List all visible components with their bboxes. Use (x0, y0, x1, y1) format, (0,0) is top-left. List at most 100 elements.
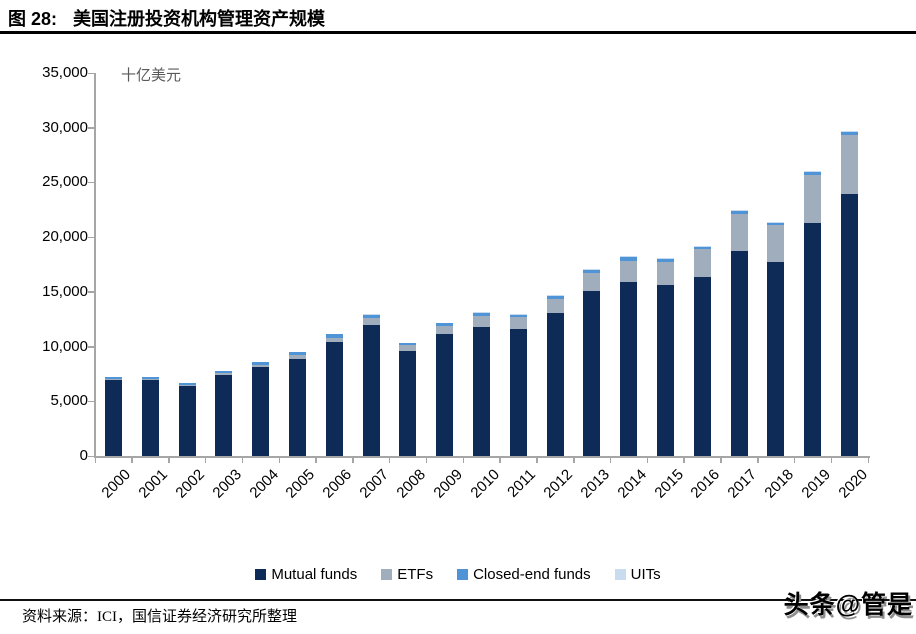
legend-label: Mutual funds (271, 566, 358, 583)
bar-segment-mutual-funds (252, 367, 270, 456)
y-axis-tick-label: 30,000 (42, 118, 88, 136)
bar-segment-uits (141, 376, 159, 378)
bar-segment-closed-end-funds (215, 371, 233, 374)
bar-segment-etfs (583, 272, 601, 292)
legend-label: ETFs (397, 566, 434, 583)
y-axis-tick-label: 25,000 (42, 173, 88, 191)
x-axis-tick (573, 458, 575, 463)
y-axis-tick (88, 291, 95, 293)
x-axis-tick (425, 458, 428, 463)
x-axis-tick (683, 458, 685, 463)
title-underline (0, 31, 916, 34)
chart-legend: Mutual funds ETFs Closed-end funds UITs (0, 566, 916, 583)
bar-segment-closed-end-funds (178, 383, 196, 386)
legend-swatch-icon (614, 569, 626, 580)
bar-segment-mutual-funds (657, 284, 675, 456)
bar-2013 (583, 268, 601, 456)
y-axis-tick (88, 455, 95, 457)
bar-segment-etfs (546, 298, 564, 314)
bar-2008 (399, 342, 417, 456)
bar-segment-uits (730, 209, 748, 211)
bar-segment-etfs (362, 318, 380, 325)
bar-2011 (509, 313, 527, 456)
page-title: 美国注册投资机构管理资产规模 (73, 9, 326, 29)
y-axis-tick-label: 35,000 (42, 64, 88, 81)
stacked-bar-chart: 十亿美元 0 5,000 10,000 15,000 20,000 25,000 30,00… (0, 36, 916, 556)
bar-segment-mutual-funds (730, 250, 748, 456)
bar-segment-closed-end-funds (546, 295, 564, 299)
bar-segment-closed-end-funds (141, 377, 159, 379)
bar-2009 (436, 323, 454, 456)
x-axis-tick (793, 458, 796, 463)
bar-segment-etfs (473, 315, 490, 327)
bar-segment-etfs (141, 378, 159, 380)
bar-segment-mutual-funds (178, 386, 196, 456)
legend-item-uits: UITs (614, 566, 661, 583)
bar-segment-mutual-funds (141, 379, 159, 456)
x-axis-tick (94, 458, 96, 463)
bar-segment-mutual-funds (804, 223, 822, 456)
source-attribution: 资料来源：ICI，国信证券经济研究所整理 (22, 609, 297, 625)
y-axis-tick-label: 10,000 (42, 337, 88, 355)
bar-segment-mutual-funds (215, 374, 233, 456)
legend-item-mutual-funds: Mutual funds (255, 566, 357, 583)
bar-segment-mutual-funds (620, 282, 638, 456)
y-axis-unit-label: 十亿美元 (121, 67, 182, 84)
bar-segment-uits (804, 171, 822, 172)
bar-segment-mutual-funds (436, 334, 454, 456)
bar-segment-uits (583, 268, 601, 270)
bar-segment-closed-end-funds (730, 210, 748, 214)
bar-segment-uits (841, 130, 859, 132)
x-axis-tick (278, 458, 281, 463)
bar-segment-closed-end-funds (804, 171, 822, 175)
y-axis-tick (88, 181, 95, 184)
x-axis-tick (388, 458, 391, 463)
bar-segment-uits (104, 376, 122, 378)
bar-segment-mutual-funds (841, 194, 859, 456)
bar-segment-mutual-funds (693, 277, 711, 456)
bar-segment-closed-end-funds (325, 334, 343, 338)
bar-2007 (362, 314, 380, 456)
bar-segment-mutual-funds (399, 350, 417, 456)
bar-2000 (104, 376, 122, 456)
y-axis-tick-label: 0 (79, 447, 88, 464)
bar-segment-mutual-funds (767, 262, 785, 456)
x-axis-tick (131, 458, 133, 463)
bar-segment-etfs (399, 345, 417, 351)
bar-2018 (767, 221, 785, 456)
x-axis-tick (646, 458, 649, 463)
x-axis-line (94, 456, 870, 458)
bar-2001 (141, 376, 159, 456)
bar-segment-etfs (730, 213, 748, 251)
legend-label: Closed-end funds (473, 566, 591, 583)
bar-segment-etfs (657, 261, 675, 285)
bar-2016 (693, 245, 711, 456)
bar-segment-mutual-funds (509, 328, 527, 456)
bar-2002 (178, 382, 196, 456)
bar-segment-closed-end-funds (399, 343, 417, 346)
bar-segment-closed-end-funds (509, 314, 527, 318)
bar-segment-closed-end-funds (620, 257, 638, 261)
bar-segment-closed-end-funds (657, 258, 675, 262)
legend-swatch-icon (457, 569, 469, 580)
x-axis-tick (609, 458, 612, 463)
x-axis-tick (867, 458, 869, 463)
bar-segment-uits (657, 257, 675, 259)
bar-segment-uits (362, 314, 380, 315)
bar-segment-closed-end-funds (362, 314, 380, 319)
y-axis-tick (88, 346, 95, 348)
bar-segment-etfs (252, 364, 270, 368)
bar-segment-closed-end-funds (841, 131, 859, 135)
bar-2003 (215, 370, 233, 456)
bar-2019 (804, 171, 822, 456)
bar-segment-mutual-funds (104, 379, 122, 456)
bar-segment-mutual-funds (473, 326, 490, 456)
bar-segment-etfs (841, 134, 859, 195)
legend-swatch-icon (255, 569, 267, 580)
bar-segment-uits (325, 333, 343, 335)
bar-segment-etfs (804, 174, 822, 223)
x-axis-tick (536, 458, 538, 463)
y-axis-line (94, 73, 96, 457)
bar-segment-etfs (104, 379, 122, 380)
